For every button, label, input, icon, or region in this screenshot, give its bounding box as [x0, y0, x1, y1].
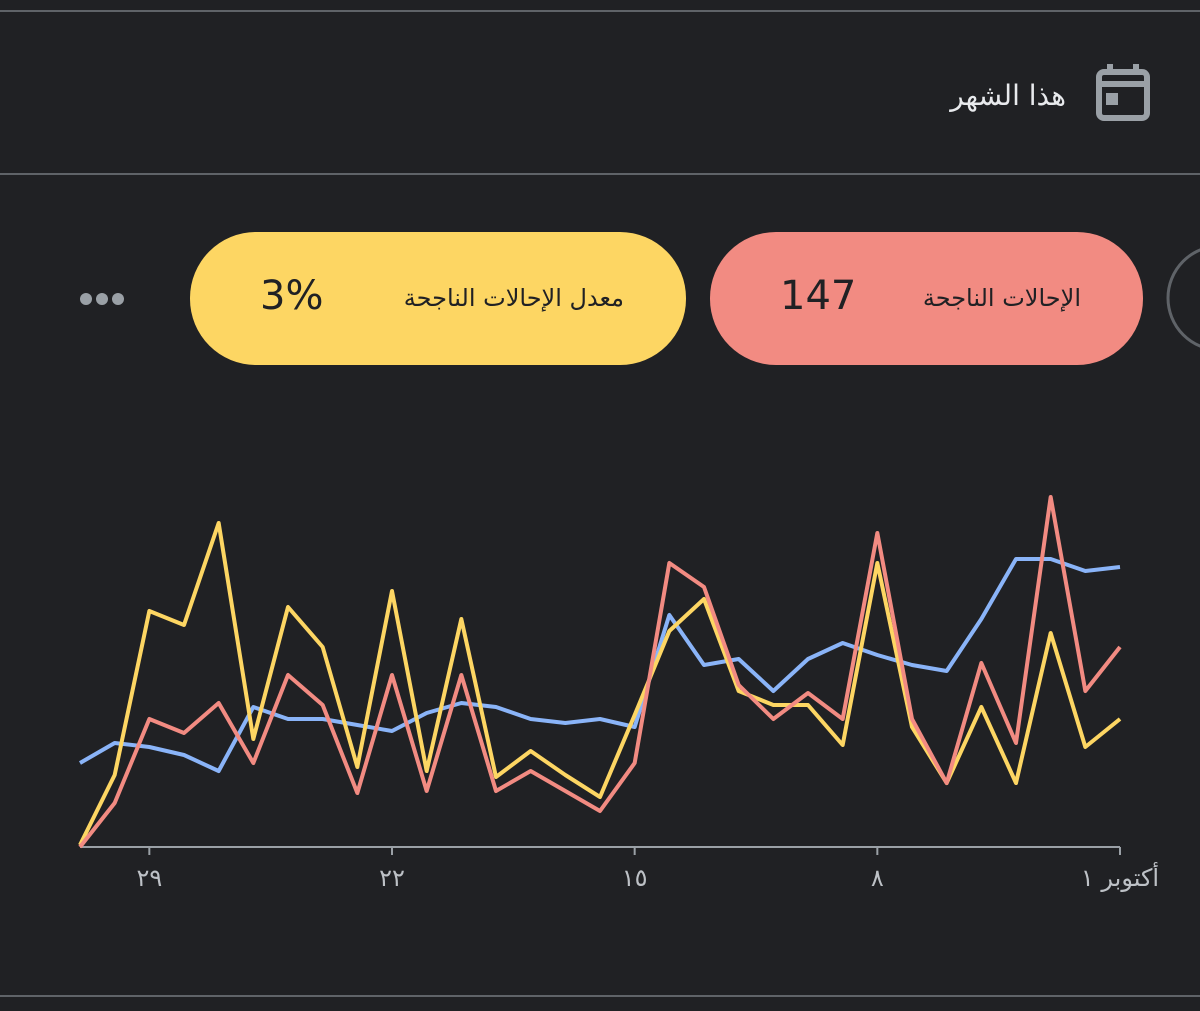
chip-value: 147	[780, 273, 856, 319]
chip-label: معدل الإحالات الناجحة	[404, 284, 624, 312]
next-chip[interactable]	[1166, 246, 1200, 350]
series-line	[79, 557, 1121, 773]
calendar-icon[interactable]	[1096, 64, 1150, 121]
metric-chip[interactable]: الإحالات الناجحة 147	[710, 232, 1143, 365]
x-tick-label: ١٥	[622, 864, 648, 892]
period-title[interactable]: هذا الشهر	[948, 79, 1066, 112]
x-tick-label: ٨	[871, 864, 884, 892]
x-tick-label: أكتوبر ١	[1081, 862, 1159, 892]
series-line	[78, 495, 1122, 849]
chip-background	[710, 232, 1143, 365]
x-tick-label: ٢٢	[379, 864, 405, 892]
chip-background	[190, 232, 686, 365]
metric-chip[interactable]: معدل الإحالات الناجحة 3%	[190, 232, 686, 365]
chip-value: 3%	[260, 273, 323, 319]
more-button[interactable]	[80, 293, 124, 305]
x-tick-label: ٢٩	[136, 864, 162, 892]
chip-label: الإحالات الناجحة	[923, 284, 1081, 312]
